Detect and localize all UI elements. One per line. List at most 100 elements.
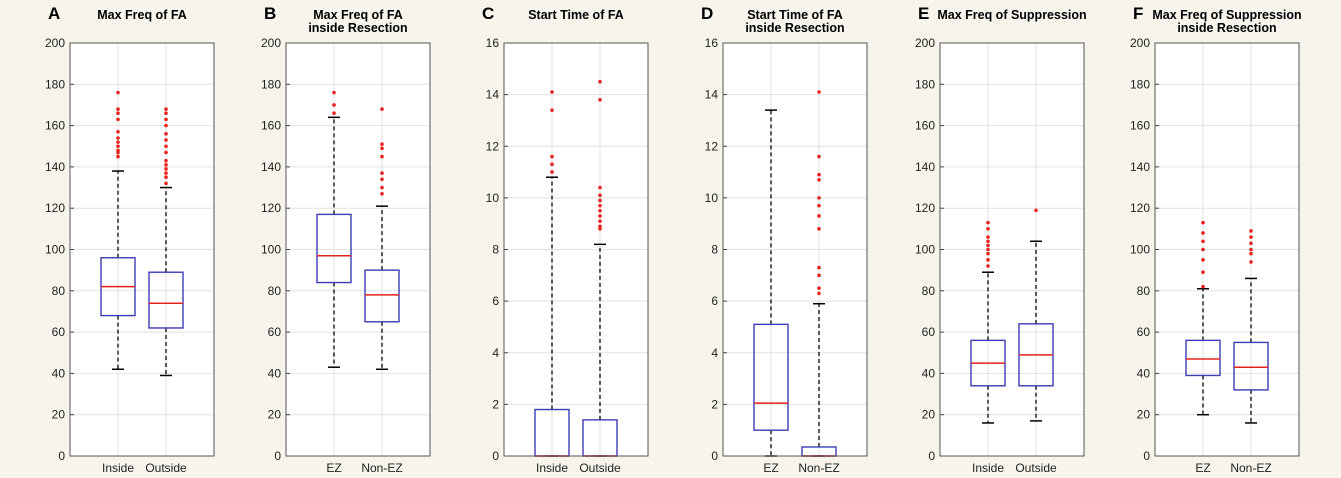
panel-letter: C bbox=[482, 4, 494, 23]
outlier-point bbox=[817, 203, 821, 208]
y-tick-label: 0 bbox=[492, 449, 499, 463]
outlier-point bbox=[164, 138, 168, 142]
y-tick-label: 2 bbox=[711, 397, 718, 411]
panel-letter: D bbox=[701, 4, 713, 23]
y-tick-label: 100 bbox=[261, 243, 281, 257]
outlier-point bbox=[1201, 231, 1205, 235]
outlier-point bbox=[116, 140, 120, 144]
outlier-point bbox=[598, 185, 602, 190]
outlier-point bbox=[380, 191, 384, 196]
outlier-point bbox=[380, 177, 384, 182]
x-tick-label: EZ bbox=[763, 461, 778, 475]
y-tick-label: 16 bbox=[705, 36, 719, 50]
y-tick-label: 200 bbox=[261, 36, 281, 50]
outlier-point bbox=[116, 90, 120, 95]
y-tick-label: 120 bbox=[1130, 201, 1150, 215]
outlier-point bbox=[550, 154, 554, 159]
outlier-point bbox=[164, 158, 168, 163]
panel-letter: E bbox=[918, 4, 929, 23]
outlier-point bbox=[986, 227, 990, 231]
outlier-point bbox=[164, 171, 168, 175]
outlier-point bbox=[380, 154, 384, 159]
panel-title: Max Freq of Suppression bbox=[937, 8, 1086, 22]
outlier-point bbox=[986, 247, 990, 252]
outlier-point bbox=[1201, 239, 1205, 244]
outlier-point bbox=[380, 185, 384, 190]
outlier-point bbox=[817, 291, 821, 296]
outlier-point bbox=[116, 111, 120, 116]
outlier-point bbox=[598, 193, 602, 198]
y-tick-label: 20 bbox=[1137, 408, 1151, 422]
y-tick-label: 200 bbox=[45, 36, 65, 50]
y-tick-label: 200 bbox=[915, 36, 935, 50]
x-tick-label: Outside bbox=[579, 461, 621, 475]
panel-a: 0 20 40 60 80 100 120 140 160 180 200 Inside Outside… bbox=[45, 4, 215, 475]
outlier-point bbox=[1201, 247, 1205, 252]
outlier-point bbox=[986, 251, 990, 256]
axes-frame bbox=[1154, 42, 1300, 457]
outlier-point bbox=[164, 144, 168, 149]
panel-b: 0 20 40 60 80 100 120 140 160 180 200 EZ Non-EZ B Max … bbox=[261, 4, 431, 475]
box-iqr bbox=[364, 269, 400, 323]
outlier-point bbox=[164, 123, 168, 128]
outlier-point bbox=[380, 146, 384, 151]
y-tick-label: 40 bbox=[52, 366, 66, 380]
y-tick-label: 4 bbox=[711, 346, 718, 360]
y-tick-label: 100 bbox=[915, 243, 935, 257]
outlier-point bbox=[164, 163, 168, 167]
y-tick-label: 20 bbox=[922, 408, 936, 422]
box-inside bbox=[100, 90, 136, 371]
box-iqr bbox=[148, 271, 184, 329]
axes-frame bbox=[285, 42, 431, 457]
y-tick-label: 60 bbox=[268, 325, 282, 339]
outlier-point bbox=[986, 258, 990, 262]
outlier-point bbox=[986, 220, 990, 225]
outlier-point bbox=[986, 235, 990, 239]
y-tick-label: 160 bbox=[261, 119, 281, 133]
x-tick-label: Inside bbox=[536, 461, 568, 475]
y-tick-label: 10 bbox=[486, 191, 500, 205]
y-tick-label: 0 bbox=[274, 449, 281, 463]
y-tick-label: 0 bbox=[928, 449, 935, 463]
outlier-point bbox=[380, 107, 384, 111]
panel-title: Start Time of FA bbox=[528, 8, 624, 22]
outlier-point bbox=[598, 214, 602, 218]
outlier-point bbox=[164, 181, 168, 186]
y-tick-label: 80 bbox=[922, 284, 936, 298]
y-tick-label: 120 bbox=[261, 201, 281, 215]
outlier-point bbox=[550, 162, 554, 167]
x-tick-label: Outside bbox=[1015, 461, 1057, 475]
y-tick-label: 12 bbox=[486, 139, 500, 153]
y-tick-label: 60 bbox=[1137, 325, 1151, 339]
axes-frame bbox=[503, 42, 649, 457]
axes-frame bbox=[69, 42, 215, 457]
y-tick-label: 12 bbox=[705, 139, 719, 153]
y-tick-label: 6 bbox=[492, 294, 499, 308]
y-tick-label: 14 bbox=[486, 88, 500, 102]
y-tick-label: 180 bbox=[1130, 77, 1150, 91]
panel-f: 0 20 40 60 80 100 120 140 160 180 200 EZ Non-EZ F Max … bbox=[1130, 4, 1302, 475]
y-tick-label: 10 bbox=[705, 191, 719, 205]
outlier-point bbox=[1249, 241, 1253, 246]
y-tick-label: 140 bbox=[45, 160, 65, 174]
box-ez bbox=[1185, 220, 1221, 416]
outlier-point bbox=[986, 239, 990, 244]
x-tick-label: Inside bbox=[102, 461, 134, 475]
outlier-point bbox=[1249, 229, 1253, 233]
x-tick-label: Non-EZ bbox=[1230, 461, 1271, 475]
box-ez bbox=[316, 90, 352, 368]
outlier-point bbox=[1249, 235, 1253, 239]
box-inside bbox=[970, 220, 1006, 424]
y-tick-label: 60 bbox=[922, 325, 936, 339]
y-tick-label: 160 bbox=[915, 119, 935, 133]
outlier-point bbox=[598, 97, 602, 102]
y-tick-label: 100 bbox=[45, 243, 65, 257]
outlier-point bbox=[817, 265, 821, 270]
outlier-point bbox=[550, 90, 554, 94]
panel-letter: A bbox=[48, 4, 60, 23]
outlier-point bbox=[116, 107, 120, 111]
y-tick-label: 20 bbox=[52, 408, 66, 422]
y-tick-label: 80 bbox=[52, 284, 66, 298]
box-non-ez bbox=[364, 107, 400, 371]
y-tick-label: 40 bbox=[922, 366, 936, 380]
